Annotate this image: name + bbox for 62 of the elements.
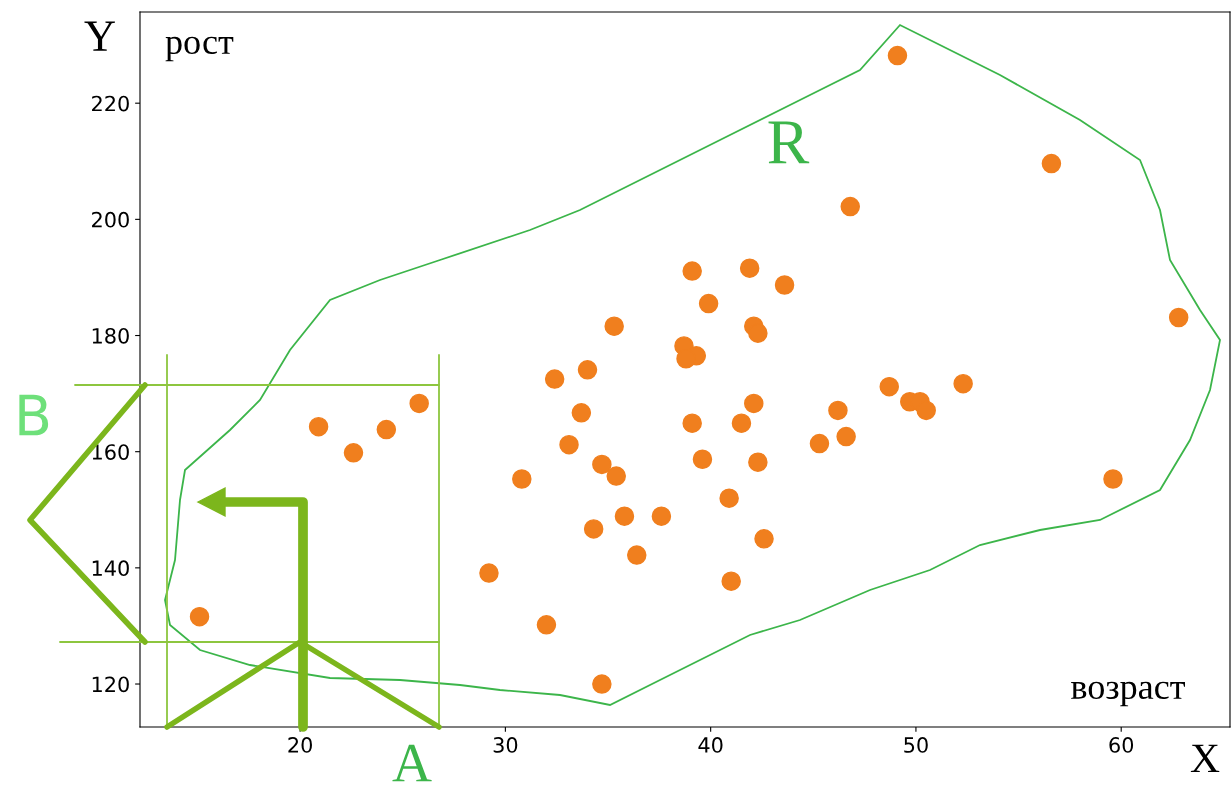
annotation: R [768, 121, 810, 164]
point [308, 416, 329, 437]
annotation: возраст [1071, 681, 1185, 707]
text: Y [84, 21, 115, 51]
point [1168, 307, 1189, 328]
point [343, 443, 364, 463]
point [512, 469, 532, 489]
point [754, 529, 774, 549]
point [840, 196, 860, 217]
point [739, 258, 760, 278]
point [721, 571, 741, 591]
point [692, 449, 713, 469]
y-tick-label: 180 [92, 327, 129, 344]
point [774, 275, 795, 295]
y-tick-label: 140 [92, 560, 129, 577]
point [571, 403, 592, 423]
point [744, 393, 764, 414]
text: B [19, 394, 49, 436]
point [748, 323, 768, 343]
x-tick-label: 50 [904, 737, 928, 753]
y-tick-label: 200 [92, 211, 129, 228]
text: A [392, 744, 432, 782]
point [536, 615, 557, 635]
x-tick-label: 20 [288, 737, 312, 753]
point [577, 360, 598, 380]
annotation: рост [165, 36, 234, 62]
point [828, 400, 848, 421]
point [376, 419, 397, 440]
y-tick-label: 120 [92, 676, 129, 693]
point [559, 434, 579, 455]
point [1103, 469, 1123, 489]
point [682, 413, 702, 433]
point [719, 488, 739, 508]
point [1041, 153, 1062, 174]
point [592, 674, 612, 694]
point [748, 452, 768, 472]
point [479, 563, 499, 583]
point [604, 316, 624, 336]
point [627, 545, 647, 565]
x-tick-label: 40 [698, 737, 723, 753]
point [698, 293, 719, 314]
point [809, 433, 830, 454]
point [731, 413, 752, 433]
point [916, 400, 936, 421]
point [409, 393, 429, 414]
point [836, 426, 856, 447]
point [887, 45, 908, 66]
y-tick-label: 220 [92, 95, 129, 112]
x-tick-label: 30 [493, 737, 518, 753]
point [953, 373, 973, 394]
point [189, 606, 210, 627]
x-tick-label: 60 [1109, 737, 1134, 753]
point [592, 454, 612, 475]
point [682, 261, 702, 281]
point [544, 369, 565, 389]
point [614, 506, 635, 526]
point [606, 466, 626, 486]
point [879, 376, 899, 397]
point [651, 506, 672, 526]
text: X [1190, 744, 1220, 773]
y-tick-label: 160 [92, 444, 129, 460]
point [583, 519, 604, 539]
